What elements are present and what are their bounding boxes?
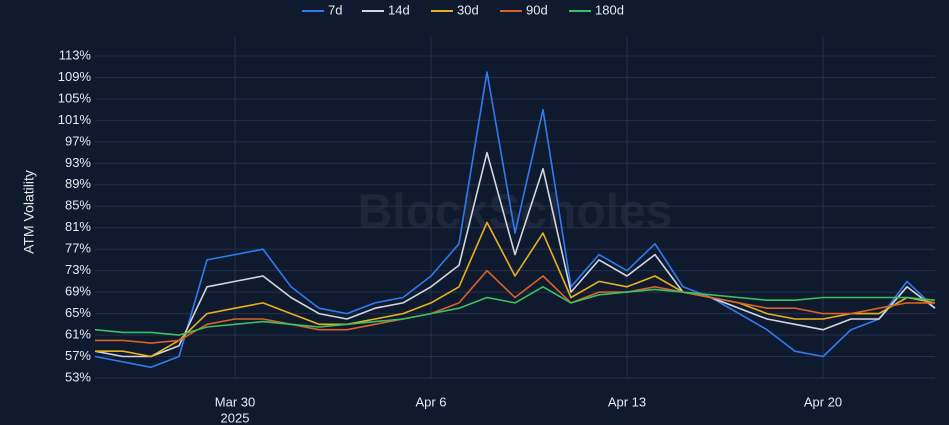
series-line [94, 151, 936, 358]
x-tick-label: Apr 6 [415, 394, 446, 409]
legend-label: 180d [595, 2, 624, 17]
x-year-label: 2025 [221, 410, 250, 425]
x-tick-label: Apr 13 [608, 394, 646, 409]
y-tick-label: 57% [65, 348, 91, 363]
y-tick-label: 65% [65, 305, 91, 320]
series-line [95, 221, 936, 358]
y-tick-label: 101% [58, 112, 92, 127]
legend-label: 7d [328, 2, 342, 17]
y-tick-label: 77% [65, 241, 91, 256]
series-line [94, 286, 936, 336]
y-tick-label: 69% [65, 284, 91, 299]
y-axis-title: ATM Volatility [21, 170, 37, 254]
legend-item[interactable]: 30d [431, 2, 479, 17]
series-line [94, 71, 936, 369]
legend-item[interactable]: 90d [500, 2, 548, 17]
y-tick-label: 97% [65, 133, 91, 148]
y-tick-label: 85% [65, 198, 91, 213]
y-tick-label: 61% [65, 327, 91, 342]
legend-item[interactable]: 180d [569, 2, 624, 17]
x-tick-label: Apr 20 [804, 394, 842, 409]
legend-label: 14d [388, 2, 410, 17]
series-line [95, 269, 935, 344]
legend-item[interactable]: 7d [302, 2, 342, 17]
legend-label: 30d [457, 2, 479, 17]
legend-item[interactable]: 14d [362, 2, 410, 17]
y-tick-label: 113% [59, 47, 92, 62]
y-tick-label: 81% [65, 219, 91, 234]
legend-label: 90d [526, 2, 548, 17]
y-tick-label: 93% [65, 155, 91, 170]
y-tick-label: 53% [65, 369, 91, 384]
y-tick-label: 109% [58, 69, 92, 84]
y-tick-label: 89% [65, 176, 91, 191]
y-tick-label: 105% [58, 90, 92, 105]
y-tick-label: 73% [65, 262, 91, 277]
x-tick-label: Mar 30 [215, 394, 255, 409]
